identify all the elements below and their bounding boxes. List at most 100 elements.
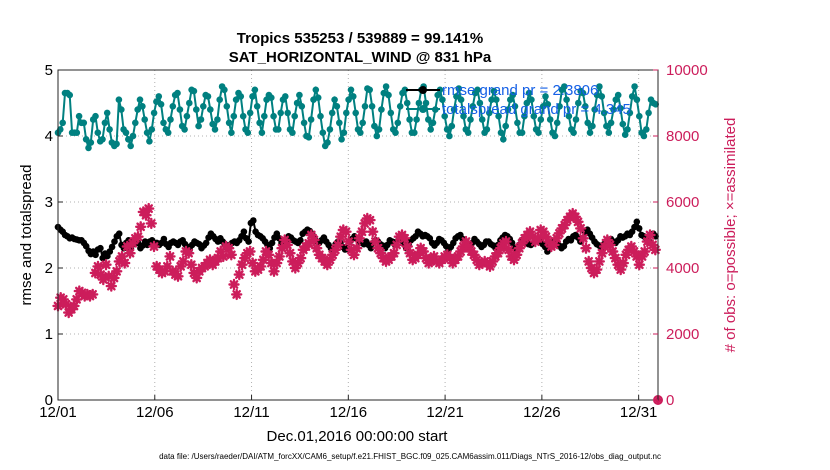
totalspread-point — [296, 91, 303, 99]
totalspread-point — [605, 129, 613, 136]
y-right-tick-label: 4000 — [666, 260, 699, 277]
totalspread-point — [275, 126, 282, 133]
totalspread-point — [155, 93, 163, 100]
obs_assimilated-point — [633, 259, 645, 271]
obs_assimilated-point — [217, 250, 229, 263]
obs_assimilated-point — [244, 245, 256, 258]
rmse-point — [367, 244, 375, 252]
totalspread-point — [251, 86, 259, 94]
obs_assimilated-point — [92, 260, 104, 273]
obs_assimilated-point — [161, 260, 173, 273]
totalspread-point — [406, 116, 413, 123]
legend-rmse-marker — [419, 86, 427, 94]
obs_assimilated-point — [239, 252, 251, 264]
obs_assimilated-point — [95, 268, 107, 281]
totalspread-point — [546, 116, 554, 123]
totalspread-point — [455, 85, 463, 92]
y-tick-label: 0 — [45, 392, 53, 409]
obs_assimilated-point — [188, 267, 200, 279]
totalspread-point — [385, 91, 392, 99]
obs_assimilated-point — [543, 235, 555, 248]
obs_assimilated-point — [367, 226, 379, 238]
obs_assimilated-point — [417, 245, 429, 258]
data-file-footer: data file: /Users/raeder/DAI/ATM_forcXX/… — [159, 452, 661, 461]
x-tick-label: 12/21 — [426, 404, 464, 421]
totalspread-point — [443, 126, 451, 133]
totalspread-point — [570, 129, 577, 136]
totalspread-point — [467, 116, 474, 123]
totalspread-point — [401, 86, 409, 94]
totalspread-point — [448, 122, 456, 130]
totalspread-point — [298, 103, 306, 110]
obs_assimilated-point — [487, 255, 499, 268]
totalspread-point — [183, 112, 191, 120]
obs_assimilated-point — [119, 257, 131, 269]
totalspread-point — [453, 93, 460, 100]
obs_assimilated-point — [191, 272, 203, 284]
obs_assimilated-point — [495, 242, 507, 254]
totalspread-point — [223, 103, 231, 110]
obs_assimilated-point — [591, 263, 603, 276]
totalspread-point — [80, 119, 88, 127]
totalspread-point — [619, 120, 627, 128]
obs_assimilated-point — [175, 260, 187, 273]
totalspread-point — [256, 119, 263, 127]
totalspread-point — [82, 136, 90, 143]
totalspread-point — [143, 129, 151, 136]
totalspread-point — [73, 129, 81, 136]
obs_assimilated-point — [356, 226, 368, 238]
y-tick-label: 3 — [45, 194, 53, 211]
totalspread-point — [591, 106, 598, 113]
totalspread-point — [478, 116, 486, 123]
obs_assimilated-point — [628, 245, 640, 258]
rmse-point — [108, 243, 116, 251]
totalspread-point — [113, 140, 120, 148]
totalspread-point — [125, 136, 132, 143]
totalspread-point — [157, 101, 165, 108]
obs_assimilated-point — [148, 240, 160, 253]
y-tick-label: 4 — [45, 128, 53, 145]
obs_assimilated-point — [612, 259, 624, 271]
obs_assimilated-point — [273, 250, 285, 263]
totalspread-point — [624, 126, 631, 133]
obs_assimilated-point — [111, 265, 123, 277]
obs_assimilated-point — [247, 257, 259, 269]
obs_assimilated-point — [513, 242, 525, 254]
obs_assimilated-point — [484, 260, 496, 273]
obs_assimilated-point — [369, 235, 381, 248]
obs_assimilated-point — [329, 244, 341, 256]
obs_assimilated-point — [327, 249, 339, 261]
totalspread-point — [139, 103, 146, 110]
totalspread-point — [460, 112, 467, 120]
obs_assimilated-point — [126, 237, 139, 249]
obs_assimilated-point — [228, 278, 240, 291]
obs_assimilated-point — [599, 240, 611, 253]
totalspread-point — [300, 119, 308, 127]
totalspread-point — [122, 129, 130, 136]
totalspread-point — [490, 87, 498, 95]
legend-spread-label: totalspread grand pr = 4.345 — [442, 101, 631, 118]
obs_assimilated-point — [575, 222, 587, 235]
totalspread-point — [291, 112, 299, 120]
totalspread-point — [392, 129, 399, 136]
obs_assimilated-point — [343, 235, 355, 248]
obs_assimilated-point — [100, 259, 112, 271]
obs_assimilated-point — [609, 252, 621, 264]
y-right-tick-label: 0 — [666, 392, 674, 409]
obs_assimilated-point — [212, 252, 224, 264]
totalspread-point — [387, 109, 395, 117]
totalspread-point — [319, 129, 327, 136]
obs_assimilated-point — [359, 217, 371, 230]
totalspread-point — [643, 126, 650, 133]
totalspread-point — [312, 86, 320, 94]
totalspread-point — [572, 116, 580, 123]
totalspread-point — [160, 119, 167, 127]
totalspread-point — [246, 109, 254, 117]
obs_assimilated-point — [620, 249, 632, 261]
rmse-point — [92, 251, 99, 259]
totalspread-point — [626, 109, 634, 117]
totalspread-point — [493, 96, 500, 103]
obs_assimilated-point — [647, 239, 659, 251]
totalspread-point — [589, 122, 596, 130]
